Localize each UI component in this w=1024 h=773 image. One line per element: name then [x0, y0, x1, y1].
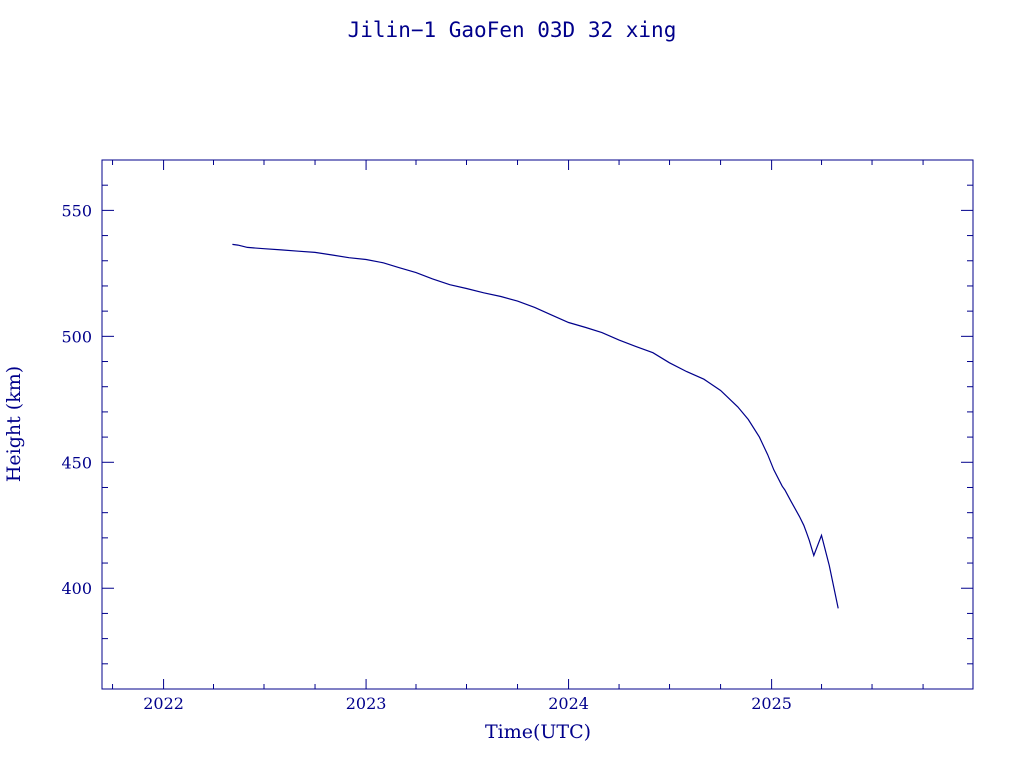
x-tick-label: 2025: [751, 694, 792, 713]
y-tick-labels: 400 450 500 550: [61, 201, 92, 598]
x-axis-label: Time(UTC): [485, 721, 591, 743]
tick-marks: [102, 159, 973, 690]
plot-frame: [101, 159, 974, 690]
x-tick-label: 2023: [346, 694, 387, 713]
x-tick-labels: 2022 2023 2024 2025: [143, 694, 792, 713]
y-tick-label: 550: [61, 201, 92, 220]
y-tick-label: 400: [61, 579, 92, 598]
y-tick-label: 500: [61, 327, 92, 346]
x-tick-label: 2024: [548, 694, 589, 713]
y-axis-label: Height (km): [3, 366, 25, 482]
series-line-height: [232, 243, 839, 609]
x-tick-label: 2022: [143, 694, 184, 713]
chart-title: Jilin−1 GaoFen 03D 32 xing: [348, 18, 677, 42]
y-tick-label: 450: [61, 453, 92, 472]
